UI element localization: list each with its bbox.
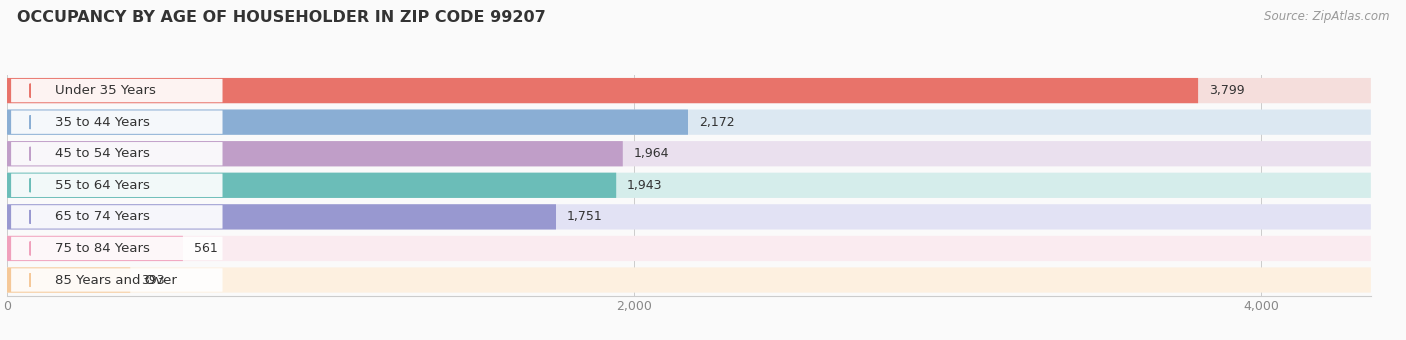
FancyBboxPatch shape [7,78,1198,103]
Text: OCCUPANCY BY AGE OF HOUSEHOLDER IN ZIP CODE 99207: OCCUPANCY BY AGE OF HOUSEHOLDER IN ZIP C… [17,10,546,25]
Text: 561: 561 [194,242,218,255]
FancyBboxPatch shape [7,141,623,166]
Text: 85 Years and Over: 85 Years and Over [55,273,177,287]
Text: 3,799: 3,799 [1209,84,1244,97]
FancyBboxPatch shape [7,236,1371,261]
Text: 2,172: 2,172 [699,116,734,129]
FancyBboxPatch shape [7,267,1371,293]
FancyBboxPatch shape [11,79,222,102]
FancyBboxPatch shape [7,141,1371,166]
FancyBboxPatch shape [7,173,616,198]
Text: 1,751: 1,751 [567,210,603,223]
Text: 35 to 44 Years: 35 to 44 Years [55,116,149,129]
FancyBboxPatch shape [11,174,222,197]
FancyBboxPatch shape [7,109,688,135]
FancyBboxPatch shape [7,204,555,230]
FancyBboxPatch shape [11,142,222,166]
FancyBboxPatch shape [7,204,1371,230]
FancyBboxPatch shape [7,173,1371,198]
Text: 393: 393 [141,273,165,287]
FancyBboxPatch shape [11,237,222,260]
FancyBboxPatch shape [7,236,183,261]
Text: 75 to 84 Years: 75 to 84 Years [55,242,149,255]
FancyBboxPatch shape [11,268,222,292]
Text: 45 to 54 Years: 45 to 54 Years [55,147,149,160]
Text: Source: ZipAtlas.com: Source: ZipAtlas.com [1264,10,1389,23]
Text: 1,964: 1,964 [634,147,669,160]
Text: 1,943: 1,943 [627,179,662,192]
Text: Under 35 Years: Under 35 Years [55,84,156,97]
FancyBboxPatch shape [7,109,1371,135]
Text: 65 to 74 Years: 65 to 74 Years [55,210,149,223]
Text: 55 to 64 Years: 55 to 64 Years [55,179,149,192]
FancyBboxPatch shape [11,110,222,134]
FancyBboxPatch shape [11,205,222,228]
FancyBboxPatch shape [7,267,131,293]
FancyBboxPatch shape [7,78,1371,103]
